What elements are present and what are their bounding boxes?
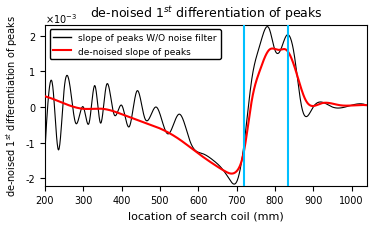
Text: $\times 10^{-3}$: $\times 10^{-3}$ — [45, 12, 77, 26]
X-axis label: location of search coil (mm): location of search coil (mm) — [128, 211, 284, 221]
Legend: slope of peaks W/O noise filter, de-noised slope of peaks: slope of peaks W/O noise filter, de-nois… — [49, 30, 220, 60]
Y-axis label: de-noised 1$^{st}$ differentiation of peaks: de-noised 1$^{st}$ differentiation of pe… — [4, 15, 20, 196]
Title: de-noised 1$^{st}$ differentiation of peaks: de-noised 1$^{st}$ differentiation of pe… — [89, 4, 322, 23]
